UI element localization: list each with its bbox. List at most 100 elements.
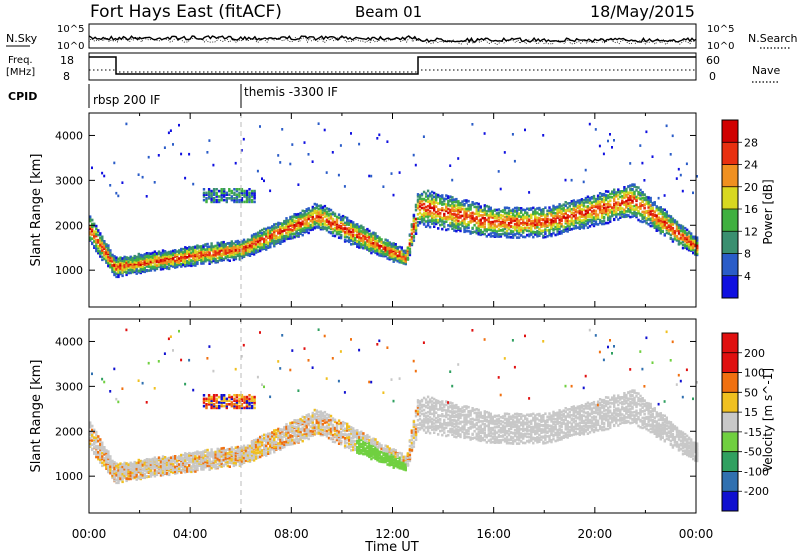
power-cell [428, 199, 432, 203]
power-cell [477, 226, 480, 230]
power-cell [372, 242, 375, 245]
power-cell [598, 144, 601, 148]
power-cell [475, 231, 478, 235]
power-cell [129, 258, 132, 262]
power-cell [635, 186, 638, 189]
power-cell [240, 198, 244, 202]
power-cell [190, 262, 193, 265]
power-cell [441, 227, 444, 231]
power-cell [572, 201, 575, 205]
power-cell [291, 222, 294, 225]
velocity-cell [178, 463, 181, 466]
power-cell [661, 210, 664, 214]
power-cell [236, 251, 240, 254]
power-cell [607, 200, 610, 204]
power-cell [467, 226, 470, 230]
power-cell [455, 222, 458, 225]
power-cell [206, 258, 209, 262]
power-cell [408, 234, 412, 237]
power-cell [245, 200, 249, 204]
power-cell [277, 223, 280, 227]
power-cell [289, 224, 292, 227]
power-cell [477, 231, 480, 234]
velocity-cell [109, 471, 112, 475]
power-cell [475, 221, 478, 225]
power-cell [329, 212, 333, 216]
power-cell [566, 202, 569, 205]
velocity-cell [95, 430, 98, 434]
power-cell [374, 249, 377, 252]
colorbar-segment [722, 231, 738, 254]
power-cell [215, 195, 218, 198]
power-cell [451, 215, 454, 219]
power-cell [163, 261, 167, 264]
power-cell [574, 210, 577, 213]
power-cell [285, 234, 288, 238]
power-cell [186, 261, 189, 264]
power-cell [414, 226, 418, 230]
velocity-cell [145, 458, 149, 461]
power-cell [538, 208, 541, 211]
power-cell [501, 232, 505, 236]
power-cell [287, 223, 290, 226]
power-cell [493, 220, 497, 223]
power-cell [625, 195, 628, 199]
power-cell [641, 217, 644, 220]
power-cell [113, 255, 116, 258]
power-cell [378, 245, 381, 249]
power-cell [433, 206, 436, 210]
velocity-cell [101, 445, 104, 448]
power-cell [246, 238, 250, 241]
power-cell [536, 216, 539, 220]
power-cell [343, 227, 347, 230]
power-cell [303, 226, 306, 229]
power-cell [333, 223, 337, 227]
power-cell [520, 228, 523, 231]
colorbar-segment [722, 164, 738, 188]
power-cell [105, 256, 108, 260]
power-cell [501, 223, 505, 226]
power-cell [97, 238, 100, 242]
power-cell [653, 203, 656, 206]
power-cell [435, 198, 438, 202]
power-cell [532, 224, 535, 228]
power-cell [248, 198, 251, 202]
power-cell [441, 216, 444, 220]
power-cell [517, 230, 521, 234]
power-cell [218, 248, 221, 252]
power-cell [315, 209, 318, 213]
velocity-cell [143, 465, 146, 469]
power-cell [402, 254, 405, 258]
power-cell [586, 222, 590, 225]
power-cell [692, 238, 695, 242]
power-cell [384, 250, 387, 253]
power-cell [287, 225, 290, 228]
power-cell [530, 227, 533, 230]
power-cell [469, 212, 472, 215]
power-cell [424, 225, 428, 228]
power-cell [694, 249, 697, 252]
power-cell [113, 258, 116, 261]
power-cell [202, 188, 206, 191]
power-cell [491, 226, 494, 229]
power-cell [483, 226, 486, 229]
power-cell [554, 225, 557, 229]
power-cell [283, 239, 286, 243]
power-cell [564, 216, 567, 220]
power-cell [133, 256, 136, 260]
power-cell [629, 195, 632, 198]
velocity-cell [125, 462, 128, 465]
power-cell [455, 224, 458, 227]
power-cell [615, 195, 618, 198]
power-cell [414, 224, 418, 228]
power-cell [643, 220, 646, 223]
power-cell [564, 201, 567, 204]
power-cell [522, 235, 525, 239]
cpid-segment-1: rbsp 200 IF [93, 93, 160, 107]
power-cell [141, 175, 144, 179]
power-cell [441, 207, 444, 210]
power-cell [254, 248, 258, 252]
power-cell [127, 266, 130, 269]
power-cell [273, 236, 276, 239]
power-cell [507, 209, 511, 213]
